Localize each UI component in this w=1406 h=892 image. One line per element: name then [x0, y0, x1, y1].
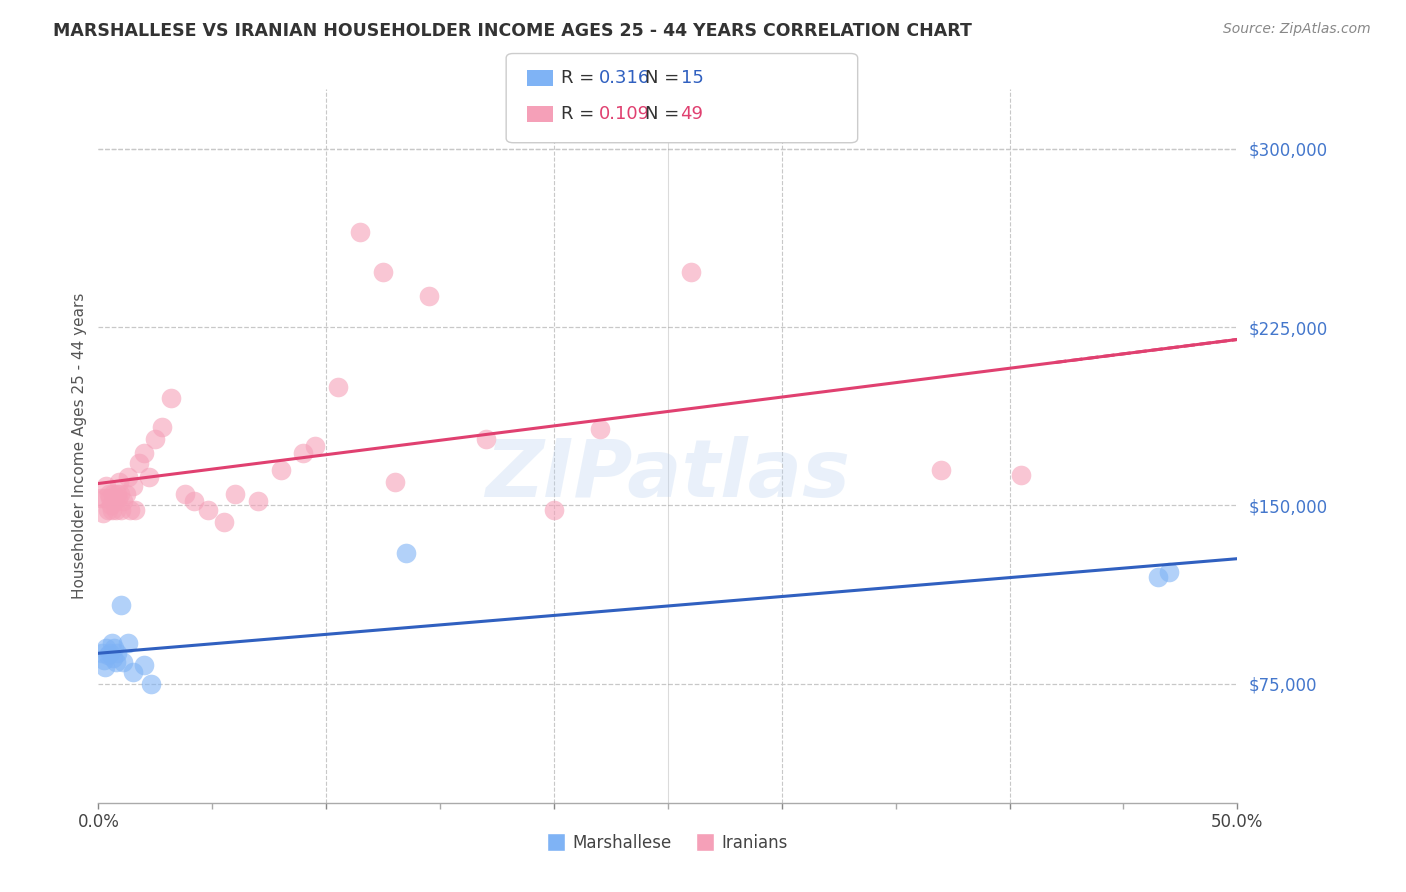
Point — [418, 289, 440, 303]
Point — [108, 475, 131, 489]
Point — [104, 656, 127, 670]
Point — [139, 677, 162, 691]
Point — [96, 503, 118, 517]
Point — [395, 546, 418, 560]
Point — [474, 432, 496, 446]
Point — [371, 265, 394, 279]
Point — [105, 486, 128, 500]
Point — [110, 503, 132, 517]
Point — [90, 646, 112, 660]
Text: Source: ZipAtlas.com: Source: ZipAtlas.com — [1223, 22, 1371, 37]
Point — [101, 636, 124, 650]
Point — [93, 653, 115, 667]
Point — [246, 493, 269, 508]
Point — [128, 456, 150, 470]
Point — [588, 422, 610, 436]
Point — [105, 646, 128, 660]
Point — [104, 503, 127, 517]
Point — [929, 463, 952, 477]
Point — [543, 503, 565, 517]
Y-axis label: Householder Income Ages 25 - 44 years: Householder Income Ages 25 - 44 years — [72, 293, 87, 599]
Point — [96, 648, 118, 663]
Point — [108, 486, 131, 500]
Point — [292, 446, 315, 460]
Point — [94, 660, 117, 674]
Point — [98, 491, 121, 506]
Point — [103, 486, 125, 500]
Point — [138, 470, 160, 484]
Legend: Marshallese, Iranians: Marshallese, Iranians — [541, 828, 794, 859]
Point — [112, 493, 135, 508]
Point — [97, 486, 120, 500]
Point — [1010, 467, 1032, 482]
Text: N =: N = — [645, 105, 685, 123]
Point — [349, 225, 371, 239]
Point — [90, 491, 112, 506]
Point — [212, 515, 235, 529]
Point — [98, 646, 121, 660]
Point — [183, 493, 205, 508]
Point — [270, 463, 292, 477]
Point — [124, 503, 146, 517]
Point — [1157, 565, 1180, 579]
Point — [224, 486, 246, 500]
Point — [94, 491, 117, 506]
Point — [132, 657, 155, 672]
Point — [117, 470, 139, 484]
Text: 49: 49 — [681, 105, 703, 123]
Point — [114, 486, 136, 500]
Point — [121, 665, 143, 679]
Point — [326, 379, 349, 393]
Text: 0.316: 0.316 — [599, 69, 650, 87]
Point — [145, 432, 167, 446]
Point — [107, 491, 129, 506]
Point — [103, 641, 125, 656]
Point — [174, 486, 197, 500]
Point — [110, 599, 132, 613]
Point — [96, 479, 118, 493]
Point — [112, 656, 135, 670]
Point — [117, 636, 139, 650]
Text: 0.109: 0.109 — [599, 105, 650, 123]
Text: N =: N = — [645, 69, 685, 87]
Text: 15: 15 — [681, 69, 703, 87]
Text: ZIPatlas: ZIPatlas — [485, 435, 851, 514]
Point — [96, 641, 118, 656]
Text: R =: R = — [561, 69, 600, 87]
Point — [103, 493, 125, 508]
Point — [121, 479, 143, 493]
Point — [304, 439, 326, 453]
Point — [100, 499, 122, 513]
Text: MARSHALLESE VS IRANIAN HOUSEHOLDER INCOME AGES 25 - 44 YEARS CORRELATION CHART: MARSHALLESE VS IRANIAN HOUSEHOLDER INCOM… — [53, 22, 973, 40]
Point — [132, 446, 155, 460]
Point — [160, 392, 183, 406]
Point — [150, 420, 173, 434]
Point — [91, 506, 114, 520]
Point — [120, 503, 142, 517]
Point — [679, 265, 702, 279]
Text: R =: R = — [561, 105, 600, 123]
Point — [384, 475, 406, 489]
Point — [197, 503, 219, 517]
Point — [101, 503, 124, 517]
Point — [1146, 570, 1168, 584]
Point — [103, 650, 125, 665]
